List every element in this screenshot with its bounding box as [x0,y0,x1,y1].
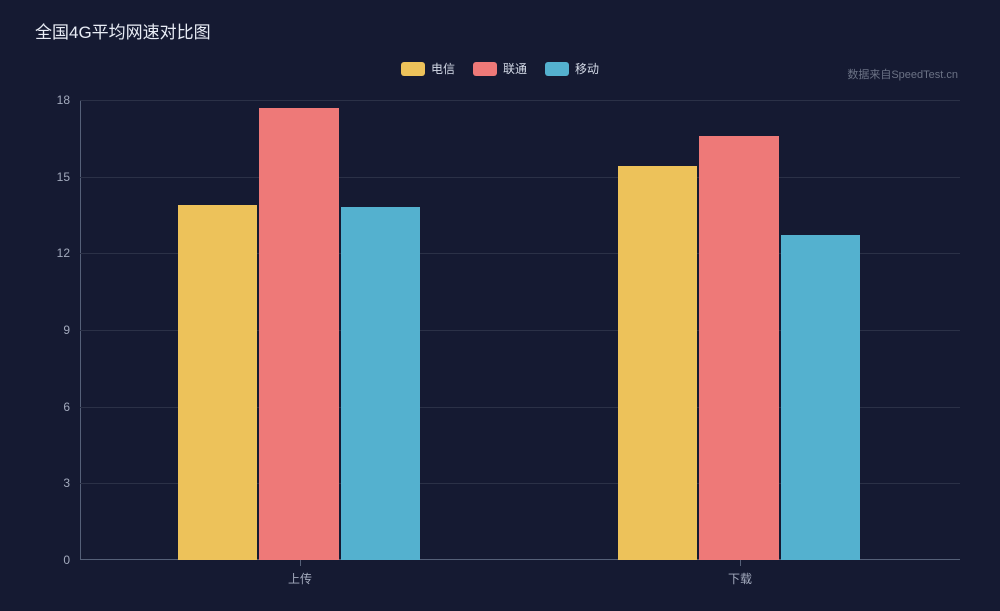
bar[interactable] [781,235,860,560]
grid-line [80,177,960,178]
bar[interactable] [699,136,778,560]
bar[interactable] [341,207,420,560]
y-tick-label: 3 [63,476,80,490]
legend-item-dianxin[interactable]: 电信 [401,60,455,77]
y-tick-label: 18 [57,93,80,107]
y-tick-label: 15 [57,170,80,184]
legend-label: 联通 [503,60,527,77]
x-tick-label: 上传 [288,560,312,587]
x-tick-label: 下载 [728,560,752,587]
y-tick-label: 0 [63,553,80,567]
y-tick-label: 6 [63,400,80,414]
bar[interactable] [618,166,697,560]
legend-item-yidong[interactable]: 移动 [545,60,599,77]
y-tick-label: 12 [57,246,80,260]
legend: 电信 联通 移动 [0,60,1000,77]
y-tick-label: 9 [63,323,80,337]
grid-line [80,100,960,101]
bar[interactable] [259,108,338,560]
chart-title: 全国4G平均网速对比图 [35,18,211,43]
legend-swatch [545,62,569,76]
legend-item-liantong[interactable]: 联通 [473,60,527,77]
legend-swatch [473,62,497,76]
bar[interactable] [178,205,257,560]
legend-swatch [401,62,425,76]
plot-area: 0369121518上传下载 [80,100,960,560]
legend-label: 电信 [431,60,455,77]
legend-label: 移动 [575,60,599,77]
